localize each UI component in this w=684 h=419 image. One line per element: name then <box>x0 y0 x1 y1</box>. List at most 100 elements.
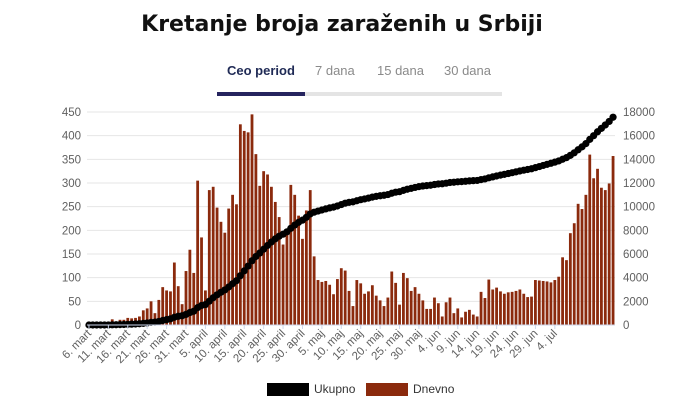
y-right-tick-label: 18000 <box>623 107 655 119</box>
daily-bars <box>87 114 615 325</box>
daily-bar <box>409 290 413 325</box>
daily-bar <box>254 154 258 325</box>
daily-bar <box>312 256 316 325</box>
daily-bar <box>611 156 615 325</box>
daily-bar <box>145 308 149 325</box>
daily-bar <box>172 262 176 325</box>
total-point <box>609 113 617 121</box>
daily-bar <box>242 130 246 325</box>
daily-bar <box>347 290 351 325</box>
y-left-tick-label: 450 <box>62 107 81 119</box>
daily-bar <box>227 208 231 325</box>
daily-bar <box>161 287 165 325</box>
daily-bar <box>359 283 363 325</box>
y-left-tick-label: 150 <box>62 249 81 261</box>
daily-bar <box>518 289 522 325</box>
daily-bar <box>215 207 219 325</box>
daily-bar <box>405 278 409 325</box>
tab-15-dana[interactable]: 15 dana <box>377 63 424 78</box>
daily-bar <box>576 203 580 325</box>
daily-bar <box>592 178 596 325</box>
daily-bar <box>495 287 498 325</box>
chart-title: Kretanje broja zaraženih u Srbiji <box>141 12 543 37</box>
y-right-tick-label: 14000 <box>623 154 655 166</box>
y-right-tick-label: 10000 <box>623 202 655 214</box>
daily-bar <box>444 302 448 325</box>
daily-bar <box>316 280 320 325</box>
daily-bar <box>596 168 599 325</box>
daily-bar <box>301 238 304 325</box>
y-right-tick-label: 6000 <box>623 249 649 261</box>
tab-ceo-period[interactable]: Ceo period <box>227 63 295 78</box>
y-left-tick-label: 250 <box>62 202 81 214</box>
legend-swatch-dnevno <box>366 383 408 396</box>
tab-30-dana[interactable]: 30 dana <box>444 63 491 78</box>
daily-bar <box>460 317 464 325</box>
daily-bar <box>293 194 297 325</box>
daily-bar <box>328 284 332 325</box>
daily-bar <box>238 124 242 325</box>
daily-bar <box>580 209 584 325</box>
x-tick-label: 4. jul <box>534 328 560 354</box>
legend: Ukupno Dnevno <box>0 380 684 400</box>
daily-bar <box>270 186 273 325</box>
daily-bar <box>553 280 557 325</box>
daily-bar <box>289 184 293 325</box>
legend-label-dnevno: Dnevno <box>413 382 455 396</box>
daily-bar <box>429 308 432 325</box>
y-left-tick-label: 300 <box>62 178 81 190</box>
daily-bar <box>277 217 281 325</box>
daily-bar <box>304 210 308 325</box>
chart-plot: 0 50 100 150 200 250 300 350 400 450 0 2000 4000 6000… <box>60 107 655 366</box>
total-point <box>240 267 248 275</box>
daily-bar <box>506 292 510 325</box>
daily-bar <box>390 271 394 325</box>
daily-bar <box>502 293 506 325</box>
y-left-tick-label: 350 <box>62 154 81 166</box>
total-point <box>232 277 241 285</box>
y-right-tick-label: 16000 <box>623 131 655 143</box>
daily-bar <box>355 280 359 325</box>
active-tab-indicator <box>217 92 305 96</box>
daily-bar <box>433 297 436 325</box>
daily-bar <box>510 291 514 325</box>
daily-bar <box>235 204 238 325</box>
daily-bar <box>436 303 440 325</box>
daily-bar <box>530 296 533 325</box>
daily-bar <box>367 291 370 325</box>
daily-bar <box>584 194 588 325</box>
daily-bar <box>557 276 561 325</box>
daily-bar <box>343 270 347 325</box>
daily-bar <box>417 293 421 325</box>
total-point <box>244 262 252 270</box>
daily-bar <box>157 299 161 325</box>
daily-bar <box>425 308 429 325</box>
legend-label-ukupno: Ukupno <box>314 382 356 396</box>
daily-bar <box>336 279 339 325</box>
daily-bar <box>192 272 196 325</box>
legend-swatch-ukupno <box>267 383 309 396</box>
axes: 0 50 100 150 200 250 300 350 400 450 0 2000 4000 6000… <box>60 107 655 366</box>
daily-bar <box>370 285 374 325</box>
daily-bar <box>561 257 564 325</box>
daily-bar <box>607 183 611 325</box>
y-right-tick-label: 2000 <box>623 296 649 308</box>
daily-bar <box>413 287 417 325</box>
daily-bar <box>456 308 460 325</box>
daily-bar <box>568 233 572 325</box>
daily-bar <box>483 298 487 325</box>
daily-bar <box>332 294 335 325</box>
y-left-tick-label: 50 <box>68 296 81 308</box>
period-tabs: Ceo period 7 dana 15 dana 30 dana <box>217 58 502 96</box>
daily-bar <box>565 260 568 325</box>
daily-bar <box>285 229 289 325</box>
y-right-tick-label: 8000 <box>623 225 649 237</box>
daily-bar <box>297 215 300 325</box>
daily-bar <box>188 249 192 325</box>
daily-bar <box>522 293 526 325</box>
tab-7-dana[interactable]: 7 dana <box>315 63 355 78</box>
y-left-tick-label: 200 <box>62 225 81 237</box>
daily-bar <box>479 291 483 325</box>
daily-bar <box>141 310 145 325</box>
daily-bar <box>351 306 355 325</box>
